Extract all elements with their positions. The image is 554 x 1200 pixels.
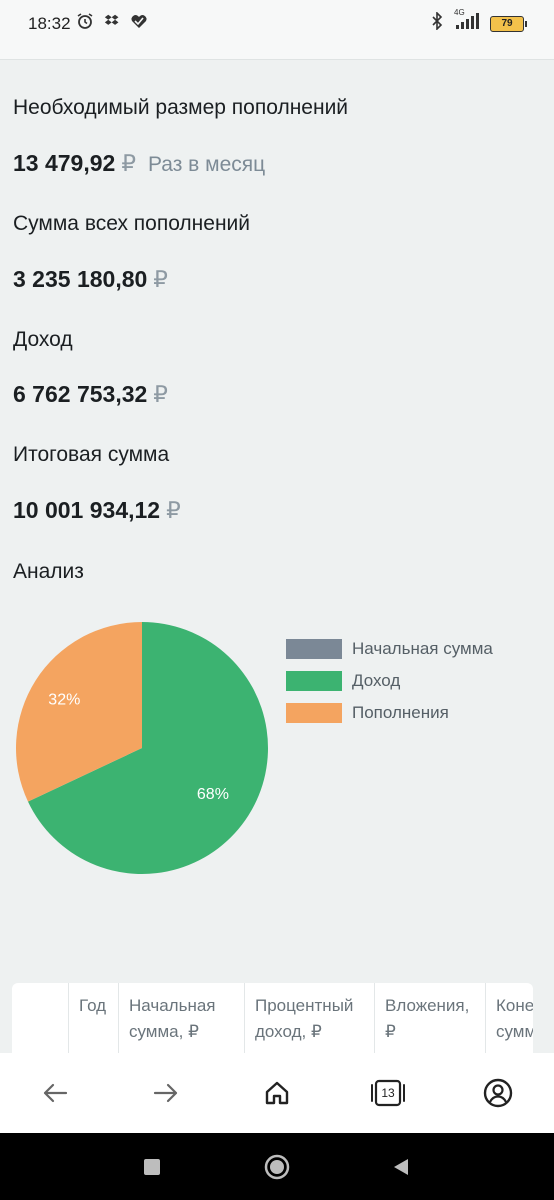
- legend-label: Доход: [352, 671, 401, 690]
- forward-button[interactable]: [146, 1073, 186, 1113]
- recent-apps-button[interactable]: [137, 1152, 167, 1182]
- account-icon: [483, 1078, 513, 1108]
- account-button[interactable]: [478, 1073, 518, 1113]
- analysis-pie-chart: 0%68%32%: [15, 622, 268, 874]
- tabs-count: 13: [381, 1086, 395, 1100]
- pie-slice-income[interactable]: [27, 622, 268, 874]
- system-home-icon: [264, 1154, 290, 1180]
- header-line: сумма, ₽: [129, 1022, 199, 1041]
- pie-slice-label: 68%: [197, 786, 229, 803]
- table-header-final-sum: Коне сумм: [485, 983, 533, 1053]
- legend-swatch-initial: [286, 639, 342, 659]
- total-deposits-value: 3 235 180,80 ₽: [13, 266, 168, 293]
- chart-legend: Начальная сумма Доход Пополнения: [286, 633, 493, 729]
- pie-slice-deposits[interactable]: [15, 622, 143, 802]
- total-deposits-amount: 3 235 180,80: [13, 266, 148, 292]
- table-header-initial-sum: Начальная сумма, ₽: [118, 983, 244, 1053]
- pie-slice-label: 32%: [48, 692, 80, 709]
- header-strip: [0, 40, 554, 60]
- health-icon: [130, 13, 148, 34]
- final-sum-label: Итоговая сумма: [13, 443, 170, 466]
- required-deposit-amount: 13 479,92: [13, 150, 116, 176]
- system-back-button[interactable]: [386, 1152, 416, 1182]
- table-header-interest-income: Процентный доход, ₽: [244, 983, 374, 1053]
- legend-item-deposits[interactable]: Пополнения: [286, 697, 493, 729]
- total-deposits-label: Сумма всех пополнений: [13, 212, 251, 235]
- home-button[interactable]: [257, 1073, 297, 1113]
- required-deposit-value: 13 479,92 ₽ Раз в месяц: [13, 150, 265, 177]
- system-home-button[interactable]: [262, 1152, 292, 1182]
- currency-symbol: ₽: [153, 381, 168, 407]
- header-line: Год: [79, 996, 107, 1015]
- status-icons-left: [76, 12, 148, 35]
- header-line: Вложения,: [385, 996, 470, 1015]
- header-line: ₽: [385, 1022, 396, 1041]
- currency-symbol: ₽: [153, 266, 168, 292]
- header-line: сумм: [496, 1022, 533, 1041]
- system-nav-bar: [0, 1133, 554, 1200]
- tabs-icon: [371, 1079, 405, 1107]
- schedule-table[interactable]: Год Начальная сумма, ₽ Процентный доход,…: [12, 983, 533, 1053]
- back-button[interactable]: [35, 1073, 75, 1113]
- status-bar: 18:32 4G 79: [0, 0, 554, 40]
- legend-swatch-income: [286, 671, 342, 691]
- table-header-index: [12, 983, 68, 1053]
- battery-icon: 79: [490, 15, 527, 32]
- header-line: Коне: [496, 996, 533, 1015]
- legend-item-income[interactable]: Доход: [286, 665, 493, 697]
- alarm-icon: [76, 12, 94, 35]
- status-time: 18:32: [28, 14, 71, 33]
- bluetooth-icon: [430, 11, 444, 35]
- legend-label: Пополнения: [352, 703, 449, 722]
- currency-symbol: ₽: [121, 150, 136, 176]
- header-line: Начальная: [129, 996, 216, 1015]
- income-amount: 6 762 753,32: [13, 381, 148, 407]
- home-icon: [265, 1081, 289, 1105]
- final-sum-value: 10 001 934,12 ₽: [13, 497, 181, 524]
- legend-label: Начальная сумма: [352, 639, 493, 658]
- back-arrow-icon: [43, 1083, 68, 1103]
- tabs-button[interactable]: 13: [368, 1073, 408, 1113]
- browser-bottom-bar: 13: [0, 1053, 554, 1133]
- table-header-investments: Вложения, ₽: [374, 983, 485, 1053]
- income-label: Доход: [13, 328, 73, 351]
- table-header-year: Год: [68, 983, 118, 1053]
- system-back-icon: [394, 1159, 408, 1175]
- header-line: Процентный: [255, 996, 354, 1015]
- legend-swatch-deposits: [286, 703, 342, 723]
- dropbox-icon: [104, 13, 120, 34]
- forward-arrow-icon: [153, 1083, 178, 1103]
- final-sum-amount: 10 001 934,12: [13, 497, 161, 523]
- status-icons-right: 4G 79: [430, 8, 527, 35]
- currency-symbol: ₽: [166, 497, 181, 523]
- required-deposit-label: Необходимый размер пополнений: [13, 96, 349, 119]
- deposit-frequency: Раз в месяц: [147, 153, 266, 176]
- analysis-title: Анализ: [13, 560, 84, 583]
- income-value: 6 762 753,32 ₽: [13, 381, 168, 408]
- recent-apps-icon: [144, 1159, 160, 1175]
- legend-item-initial[interactable]: Начальная сумма: [286, 633, 493, 665]
- header-line: доход, ₽: [255, 1022, 322, 1041]
- network-type: 4G: [454, 8, 465, 17]
- signal-icon: 4G: [452, 8, 482, 35]
